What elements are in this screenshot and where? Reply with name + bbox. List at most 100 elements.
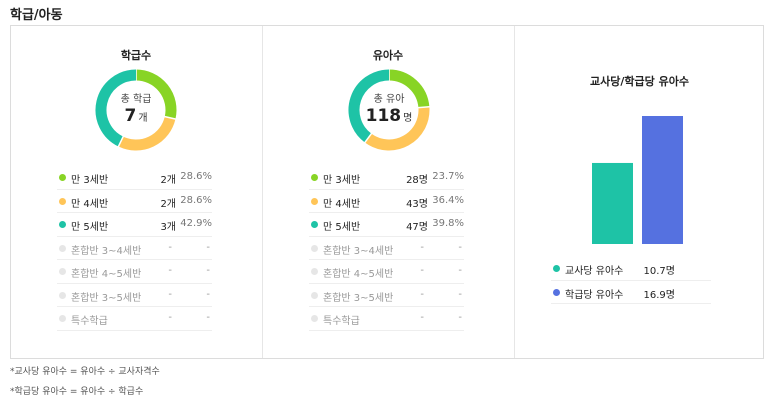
- class-donut-unit: 개: [138, 113, 148, 124]
- row-percent: 28.6%: [180, 171, 212, 182]
- row-count: 43명: [406, 198, 428, 210]
- child-donut-chart: [348, 68, 431, 151]
- legend-dot-icon: [311, 244, 318, 252]
- row-label: 만 4세반: [71, 198, 109, 210]
- list-item: 만 4세반 43명 36.4%: [309, 190, 464, 213]
- ratio-title: 교사당/학급당 유아수: [590, 75, 689, 88]
- row-percent: 23.7%: [432, 171, 464, 182]
- row-label: 혼합반 4~5세반: [323, 269, 394, 280]
- child-count-title: 유아수: [372, 49, 404, 62]
- ratio-column: 교사당/학급당 유아수 교사당 유아수 10.7명 학급당 유아수 16.9명: [514, 26, 764, 358]
- legend-dot-icon: [311, 268, 318, 275]
- row-label: 교사당 유아수: [565, 266, 624, 277]
- row-count: 28명: [406, 175, 428, 186]
- row-label: 만 3세반: [71, 175, 109, 186]
- row-count: -: [420, 288, 424, 300]
- row-count: -: [420, 312, 424, 323]
- legend-dot-icon: [311, 221, 318, 228]
- donut-separator: [163, 115, 178, 121]
- row-count: -: [168, 265, 172, 276]
- row-count: 3개: [160, 222, 176, 233]
- legend-dot-icon: [311, 291, 318, 299]
- donut-slice-3: [348, 69, 390, 143]
- row-label: 혼합반 3~4세반: [71, 245, 142, 257]
- row-percent: -: [458, 265, 462, 276]
- ratio-legend: 교사당 유아수 10.7명 학급당 유아수 16.9명: [551, 257, 711, 304]
- list-item: 혼합반 3~4세반 - -: [57, 237, 212, 260]
- row-label: 만 5세반: [323, 222, 361, 233]
- row-label: 만 5세반: [71, 222, 109, 233]
- row-percent: 28.6%: [180, 194, 212, 206]
- row-label: 학급당 유아수: [565, 289, 624, 301]
- donut-separator: [117, 134, 125, 149]
- child-breakdown-list: 만 3세반 28명 23.7% 만 4세반 43명 36.4% 만 5세반 47명 39.8…: [309, 166, 464, 331]
- list-item: 특수학급 - -: [57, 307, 212, 331]
- legend-dot-icon: [59, 221, 66, 228]
- legend-dot-icon: [59, 315, 66, 322]
- row-label: 특수학급: [323, 316, 360, 327]
- class-count-title: 학급수: [120, 49, 152, 62]
- ratio-bar-chart: [592, 116, 683, 244]
- footnote-teacher-ratio: *교사당 유아수 = 유아수 ÷ 교사자격수: [10, 367, 160, 377]
- list-item: 혼합반 3~4세반 - -: [309, 237, 464, 260]
- donut-slice-2: [364, 106, 430, 151]
- list-item: 만 3세반 2개 28.6%: [57, 166, 212, 190]
- child-donut-unit: 명: [403, 113, 413, 124]
- legend-dot-icon: [59, 268, 66, 275]
- row-label: 혼합반 3~5세반: [71, 292, 142, 304]
- list-item: 혼합반 3~5세반 - -: [309, 284, 464, 307]
- donut-separator: [363, 132, 373, 145]
- row-percent: 39.8%: [432, 218, 464, 229]
- legend-dot-icon: [59, 244, 66, 252]
- donut-separator: [416, 105, 431, 109]
- row-count: 47명: [406, 222, 428, 233]
- list-item: 만 3세반 28명 23.7%: [309, 166, 464, 190]
- row-percent: 42.9%: [180, 218, 212, 229]
- row-percent: -: [206, 241, 210, 253]
- list-item: 만 4세반 2개 28.6%: [57, 190, 212, 213]
- list-item: 혼합반 4~5세반 - -: [309, 260, 464, 284]
- row-percent: -: [206, 312, 210, 323]
- donut-slice-1: [135, 69, 177, 120]
- legend-dot-icon: [311, 174, 318, 181]
- legend-dot-icon: [311, 197, 318, 205]
- bar-1: [592, 162, 633, 244]
- row-percent: -: [458, 312, 462, 323]
- row-label: 만 3세반: [323, 175, 361, 186]
- class-donut-label: 총 학급: [120, 94, 152, 105]
- row-count: -: [168, 312, 172, 323]
- row-label: 혼합반 3~5세반: [323, 292, 394, 304]
- child-donut: 총 유아 118 명: [347, 68, 431, 152]
- legend-dot-icon: [553, 288, 560, 296]
- child-count-column: 유아수 총 유아 118 명 만 3세반 28명 23.7% 만 4세반 43명 36.4…: [262, 26, 513, 358]
- list-item: 혼합반 3~5세반 - -: [57, 284, 212, 307]
- row-label: 만 4세반: [323, 198, 361, 210]
- class-donut-chart: [95, 68, 178, 151]
- row-label: 특수학급: [71, 316, 108, 327]
- row-count: 2개: [160, 198, 176, 210]
- row-percent: -: [458, 288, 462, 300]
- list-item: 교사당 유아수 10.7명: [551, 257, 711, 281]
- row-percent: -: [206, 265, 210, 276]
- bar-2: [642, 116, 683, 244]
- row-count: -: [168, 288, 172, 300]
- row-percent: 36.4%: [432, 194, 464, 206]
- row-count: 16.9명: [643, 289, 675, 301]
- row-count: 10.7명: [643, 266, 675, 277]
- legend-dot-icon: [311, 315, 318, 322]
- row-count: -: [420, 265, 424, 276]
- legend-dot-icon: [59, 291, 66, 299]
- donut-slice-2: [118, 116, 176, 151]
- class-breakdown-list: 만 3세반 2개 28.6% 만 4세반 2개 28.6% 만 5세반 3개 42.9% 혼…: [57, 166, 212, 331]
- row-count: 2개: [160, 175, 176, 186]
- row-label: 혼합반 4~5세반: [71, 269, 142, 280]
- donut-slice-3: [95, 69, 137, 147]
- row-count: -: [168, 241, 172, 253]
- row-percent: -: [458, 241, 462, 253]
- row-percent: -: [206, 288, 210, 300]
- class-donut-value: 7: [124, 106, 137, 126]
- child-donut-label: 총 유아: [373, 94, 405, 105]
- section-title: 학급/아동: [10, 8, 63, 23]
